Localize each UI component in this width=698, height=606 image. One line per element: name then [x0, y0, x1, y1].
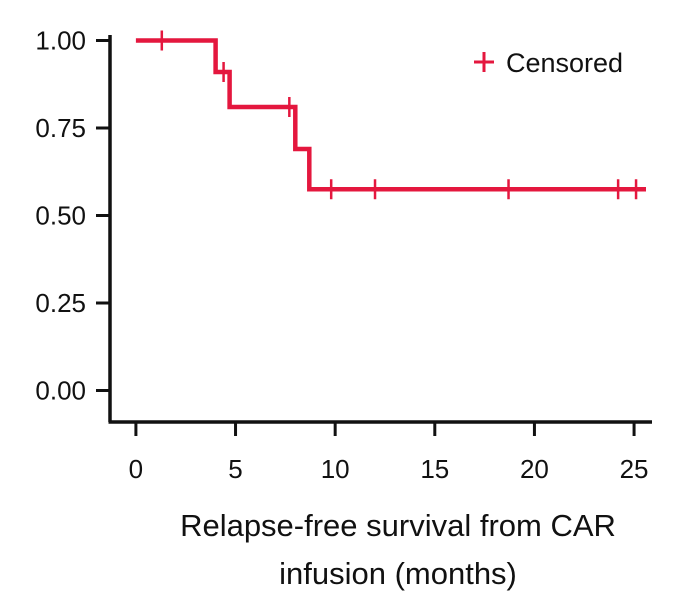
x-tick-label: 25: [620, 454, 649, 484]
censor-markers: [160, 30, 638, 200]
y-axis-ticks: 0.00 0.25 0.50 0.75 1.00: [35, 26, 110, 406]
survival-curve-layer: [135, 38, 646, 192]
x-tick-label: 5: [228, 454, 242, 484]
x-axis-ticks: 0 5 10 15 20 25: [129, 422, 649, 484]
x-axis-title-line-1: Relapse-free survival from CAR: [180, 508, 616, 543]
y-tick-label: 0.75: [35, 113, 86, 143]
x-tick-label: 15: [420, 454, 449, 484]
axes: [108, 35, 652, 424]
legend-censor-marker: [474, 52, 494, 72]
legend: Censored: [474, 48, 623, 78]
x-tick-label: 0: [129, 454, 143, 484]
y-tick-label: 1.00: [35, 26, 86, 56]
legend-censored-label: Censored: [506, 48, 623, 78]
x-axis-title-line-2: infusion (months): [279, 556, 517, 591]
y-tick-label: 0.00: [35, 376, 86, 406]
survival-curve: [135, 38, 646, 192]
y-tick-label: 0.50: [35, 201, 86, 231]
y-tick-label: 0.25: [35, 288, 86, 318]
x-tick-label: 10: [321, 454, 350, 484]
x-tick-label: 20: [520, 454, 549, 484]
